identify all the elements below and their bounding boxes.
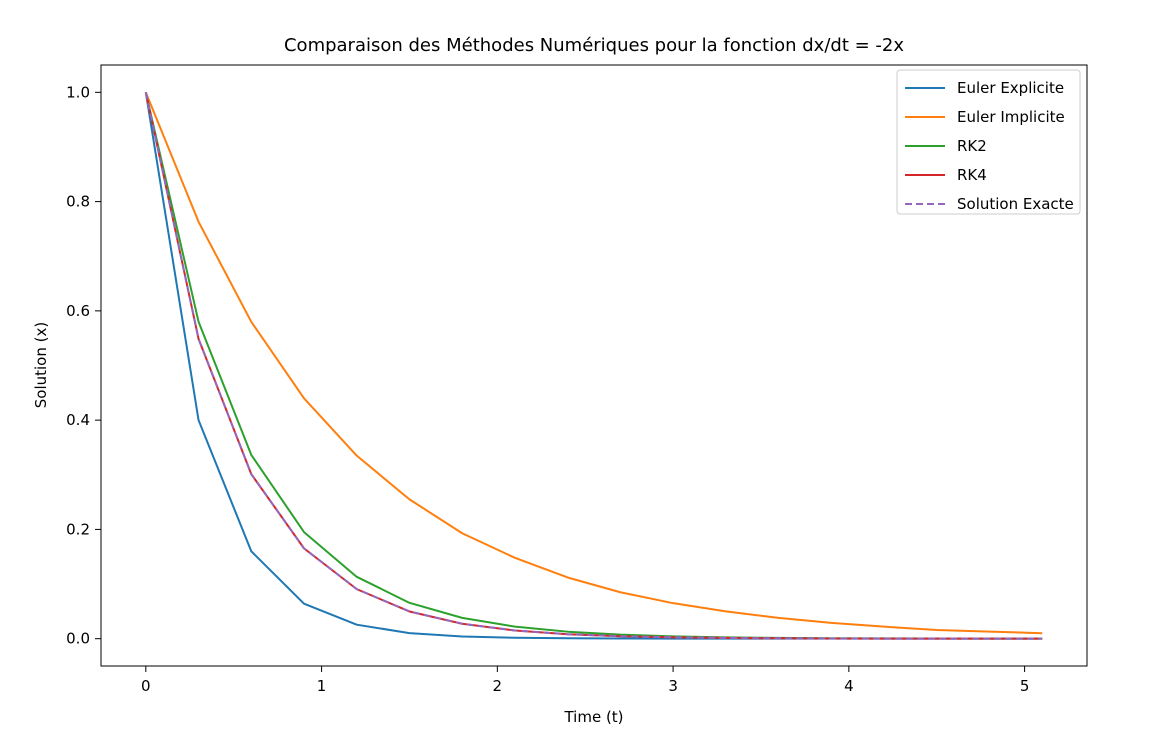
legend-label-rk2: RK2: [957, 137, 987, 155]
x-axis-label: Time (t): [563, 708, 623, 726]
y-tick-label: 0.8: [66, 193, 90, 211]
y-tick-label: 0.6: [66, 302, 90, 320]
y-axis: 0.0 0.2 0.4 0.6 0.8 1.0: [66, 83, 101, 648]
legend-label-solution-exacte: Solution Exacte: [957, 195, 1074, 213]
x-axis: 0 1 2 3 4 5: [141, 666, 1029, 695]
series-line-solution-exacte: [144, 92, 1043, 640]
chart-title: Comparaison des Méthodes Numériques pour…: [284, 35, 904, 56]
legend: Euler Explicite Euler Implicite RK2 RK4 Solu…: [896, 69, 1081, 215]
plot-frame: [100, 64, 1088, 667]
x-tick-label: 5: [1020, 677, 1030, 695]
x-tick-label: 2: [493, 677, 503, 695]
legend-label-rk4: RK4: [957, 166, 987, 184]
y-tick-label: 0.2: [66, 520, 90, 538]
y-tick-label: 0.0: [66, 630, 90, 648]
legend-box: [896, 69, 1081, 215]
series-line-euler-implicite: [144, 91, 1043, 635]
y-tick-label: 0.4: [66, 411, 90, 429]
y-tick-label: 1.0: [66, 83, 90, 101]
y-axis-label: Solution (x): [32, 322, 50, 408]
plot-lines: [144, 91, 1043, 640]
x-tick-label: 0: [141, 677, 151, 695]
x-tick-label: 1: [317, 677, 327, 695]
legend-label-euler-implicite: Euler Implicite: [957, 108, 1065, 126]
x-tick-label: 3: [668, 677, 678, 695]
legend-label-euler-explicite: Euler Explicite: [957, 79, 1064, 97]
x-tick-label: 4: [844, 677, 854, 695]
